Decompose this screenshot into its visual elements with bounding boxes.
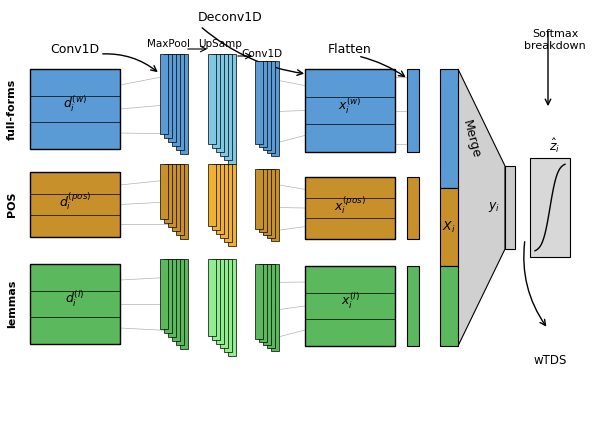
Text: $d_i^{(pos)}$: $d_i^{(pos)}$: [59, 191, 92, 212]
Text: Conv1D: Conv1D: [51, 43, 99, 56]
FancyBboxPatch shape: [168, 54, 176, 142]
FancyBboxPatch shape: [228, 164, 236, 246]
FancyBboxPatch shape: [259, 264, 267, 342]
FancyBboxPatch shape: [172, 164, 180, 231]
Text: wTDS: wTDS: [533, 354, 567, 367]
FancyBboxPatch shape: [164, 164, 172, 223]
FancyBboxPatch shape: [263, 61, 271, 150]
FancyBboxPatch shape: [30, 69, 120, 149]
FancyBboxPatch shape: [216, 164, 224, 234]
FancyBboxPatch shape: [255, 264, 263, 339]
Text: UpSamp: UpSamp: [198, 39, 242, 49]
FancyBboxPatch shape: [180, 54, 188, 154]
FancyBboxPatch shape: [407, 266, 419, 346]
FancyBboxPatch shape: [271, 61, 279, 156]
FancyBboxPatch shape: [305, 69, 395, 152]
FancyBboxPatch shape: [160, 164, 168, 219]
FancyBboxPatch shape: [176, 54, 184, 150]
Text: Softmax
breakdown: Softmax breakdown: [524, 29, 586, 51]
FancyBboxPatch shape: [180, 259, 188, 349]
FancyBboxPatch shape: [216, 54, 224, 152]
FancyBboxPatch shape: [440, 69, 458, 188]
Text: $y_i$: $y_i$: [488, 201, 500, 214]
FancyBboxPatch shape: [160, 259, 168, 329]
FancyBboxPatch shape: [505, 166, 515, 249]
FancyBboxPatch shape: [216, 259, 224, 344]
Text: full-forms: full-forms: [7, 79, 17, 140]
FancyBboxPatch shape: [208, 259, 216, 336]
FancyBboxPatch shape: [212, 54, 220, 148]
FancyBboxPatch shape: [263, 264, 271, 345]
FancyBboxPatch shape: [407, 69, 419, 152]
FancyBboxPatch shape: [160, 54, 168, 134]
FancyBboxPatch shape: [228, 54, 236, 164]
FancyBboxPatch shape: [176, 259, 184, 345]
Text: $X_i$: $X_i$: [442, 220, 456, 235]
FancyBboxPatch shape: [30, 172, 120, 237]
FancyBboxPatch shape: [267, 169, 275, 238]
Text: Deconv1D: Deconv1D: [198, 11, 262, 24]
FancyBboxPatch shape: [259, 61, 267, 147]
FancyBboxPatch shape: [220, 259, 228, 348]
FancyBboxPatch shape: [30, 264, 120, 344]
FancyBboxPatch shape: [259, 169, 267, 232]
FancyBboxPatch shape: [255, 169, 263, 229]
FancyBboxPatch shape: [220, 54, 228, 156]
FancyBboxPatch shape: [271, 264, 279, 351]
FancyBboxPatch shape: [168, 164, 176, 227]
Text: $d_i^{(l)}$: $d_i^{(l)}$: [65, 289, 85, 309]
Text: $\hat{z}_i$: $\hat{z}_i$: [550, 136, 561, 155]
FancyBboxPatch shape: [267, 264, 275, 348]
Polygon shape: [458, 69, 505, 346]
Text: lemmas: lemmas: [7, 280, 17, 328]
FancyBboxPatch shape: [224, 259, 232, 352]
FancyBboxPatch shape: [407, 177, 419, 239]
Text: $d_i^{(w)}$: $d_i^{(w)}$: [63, 94, 87, 114]
FancyBboxPatch shape: [224, 54, 232, 160]
FancyBboxPatch shape: [208, 54, 216, 144]
FancyBboxPatch shape: [255, 61, 263, 144]
FancyBboxPatch shape: [271, 169, 279, 241]
FancyBboxPatch shape: [168, 259, 176, 337]
FancyBboxPatch shape: [172, 54, 180, 146]
FancyBboxPatch shape: [228, 259, 236, 356]
Text: $x_i^{(pos)}$: $x_i^{(pos)}$: [334, 194, 366, 216]
FancyBboxPatch shape: [180, 164, 188, 239]
Text: $x_i^{(w)}$: $x_i^{(w)}$: [338, 95, 362, 115]
FancyBboxPatch shape: [440, 188, 458, 266]
Text: Merge: Merge: [460, 118, 483, 160]
Text: POS: POS: [7, 192, 17, 217]
FancyBboxPatch shape: [305, 177, 395, 239]
FancyBboxPatch shape: [172, 259, 180, 341]
FancyBboxPatch shape: [164, 259, 172, 333]
FancyBboxPatch shape: [305, 266, 395, 346]
FancyBboxPatch shape: [212, 164, 220, 230]
FancyBboxPatch shape: [164, 54, 172, 138]
FancyBboxPatch shape: [530, 158, 570, 257]
Text: $x_i^{(l)}$: $x_i^{(l)}$: [340, 291, 359, 311]
FancyBboxPatch shape: [212, 259, 220, 340]
FancyBboxPatch shape: [263, 169, 271, 235]
FancyBboxPatch shape: [220, 164, 228, 238]
FancyBboxPatch shape: [224, 164, 232, 242]
FancyBboxPatch shape: [208, 164, 216, 226]
Text: Flatten: Flatten: [328, 43, 372, 56]
FancyBboxPatch shape: [176, 164, 184, 235]
Text: Conv1D: Conv1D: [242, 49, 282, 59]
FancyBboxPatch shape: [267, 61, 275, 153]
Text: MaxPool: MaxPool: [146, 39, 190, 49]
FancyBboxPatch shape: [440, 266, 458, 346]
